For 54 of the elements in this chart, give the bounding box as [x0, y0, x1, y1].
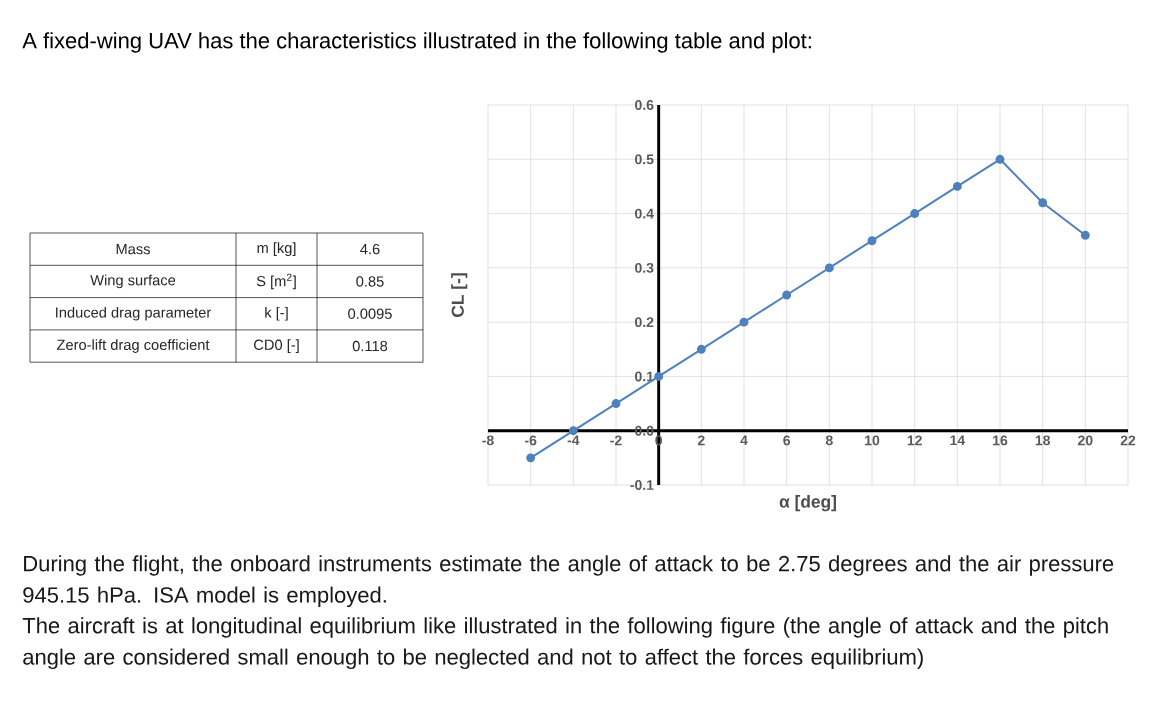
x-tick-label: -6	[524, 435, 537, 446]
text: 4.6	[360, 243, 380, 255]
point	[952, 181, 962, 191]
point	[739, 317, 749, 327]
text: Induced drag parameter	[56, 306, 211, 321]
point	[611, 399, 621, 409]
y-tick-label: 0.6	[635, 100, 654, 110]
point	[1080, 230, 1090, 240]
text: 0.0095	[348, 308, 392, 319]
point	[910, 209, 920, 219]
x-tick-label: -8	[482, 435, 494, 446]
y-tick-label: 0.4	[635, 208, 654, 219]
point	[824, 263, 834, 273]
point	[867, 236, 877, 246]
text: Wing surface	[90, 274, 176, 289]
text: Mass	[116, 244, 150, 255]
text: The aircraft is at longitudinal equilibrium like illustrated in the following figure (the angle of attack and the pitch angle are considered small enough to be neglected and not to affect the forces equilibrium)	[22, 617, 1108, 670]
y-tick-label: 0.2	[635, 317, 654, 328]
x-tick-label: 16	[993, 435, 1008, 446]
x-tick-label: -4	[567, 435, 580, 446]
y-tick-label: 0.1	[635, 371, 654, 382]
point	[1038, 198, 1048, 208]
y-tick-label: -0.1	[630, 480, 654, 490]
x-tick-label: 8	[825, 435, 833, 446]
x-tick-label: 22	[1120, 435, 1136, 446]
x-tick-label: 2	[697, 435, 705, 446]
point	[696, 344, 706, 354]
x-tick-label: 10	[865, 435, 880, 446]
text: Zero-lift drag coefficient	[56, 339, 210, 353]
point	[568, 426, 578, 436]
text: CD0 [-]	[254, 339, 299, 353]
text: S [m$^{2}$]	[256, 273, 296, 290]
point	[526, 453, 536, 463]
x-tick-label: 20	[1078, 435, 1093, 446]
text: During the flight, the onboard instruments estimate the angle of attack to be 2.75 degrees and the air pressure 945.15 hPa. ISA model is employed.	[23, 555, 1114, 608]
x-tick-label: 4	[740, 435, 748, 446]
x-axis-title: α [deg]	[779, 495, 836, 512]
text: m [kg]	[257, 242, 296, 256]
text: A fixed-wing UAV has the characteristics illustrated in the following table and plot:	[22, 32, 811, 53]
x-tick-label: 6	[783, 435, 791, 446]
y-tick-label: 0.5	[635, 154, 654, 165]
text: 0.85	[356, 276, 384, 287]
x-tick-label: 14	[950, 435, 966, 446]
text: 0.118	[352, 340, 388, 352]
x-tick-label: 18	[1035, 435, 1051, 446]
point	[654, 371, 664, 381]
x-tick-label: 12	[907, 435, 922, 446]
point	[782, 290, 792, 300]
y-tick-label: 0.3	[635, 262, 654, 273]
x-tick-label: -2	[610, 435, 622, 446]
y-axis-title: CL [-]	[451, 273, 468, 317]
y-tick-label: 0.0	[635, 425, 654, 436]
text: k [-]	[265, 306, 288, 321]
point	[995, 154, 1005, 164]
